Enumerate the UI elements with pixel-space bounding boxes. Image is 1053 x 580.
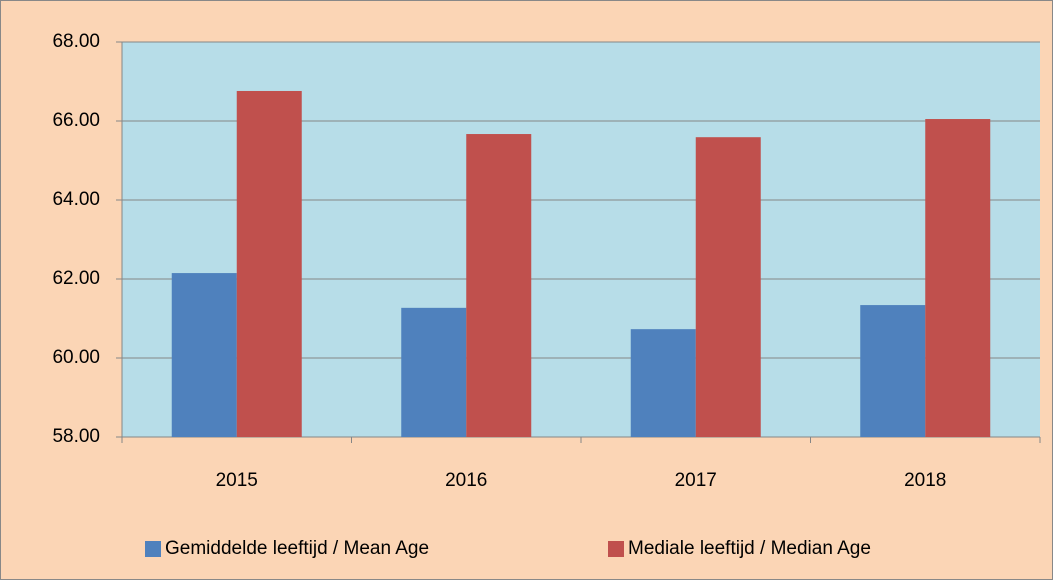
- x-tick-label: 2015: [216, 470, 258, 491]
- y-tick-label: 62.00: [52, 268, 100, 289]
- x-tick-label: 2018: [904, 470, 946, 491]
- legend-swatch: [145, 541, 161, 557]
- bar: [695, 137, 761, 437]
- y-tick-label: 60.00: [52, 347, 100, 368]
- bar: [401, 307, 467, 437]
- x-tick-label: 2017: [675, 470, 717, 491]
- bar: [171, 273, 237, 437]
- y-tick-label: 66.00: [52, 110, 100, 131]
- legend-label: Mediale leeftijd / Median Age: [628, 538, 871, 559]
- bar: [925, 119, 991, 438]
- legend-swatch: [608, 541, 624, 557]
- legend-label: Gemiddelde leeftijd / Mean Age: [165, 538, 429, 559]
- x-tick-label: 2016: [445, 470, 487, 491]
- bar: [860, 305, 926, 437]
- y-tick-label: 68.00: [52, 31, 100, 52]
- y-tick-label: 58.00: [52, 426, 100, 447]
- bar: [466, 134, 532, 437]
- bar: [236, 90, 302, 437]
- y-tick-label: 64.00: [52, 189, 100, 210]
- bar: [630, 329, 696, 437]
